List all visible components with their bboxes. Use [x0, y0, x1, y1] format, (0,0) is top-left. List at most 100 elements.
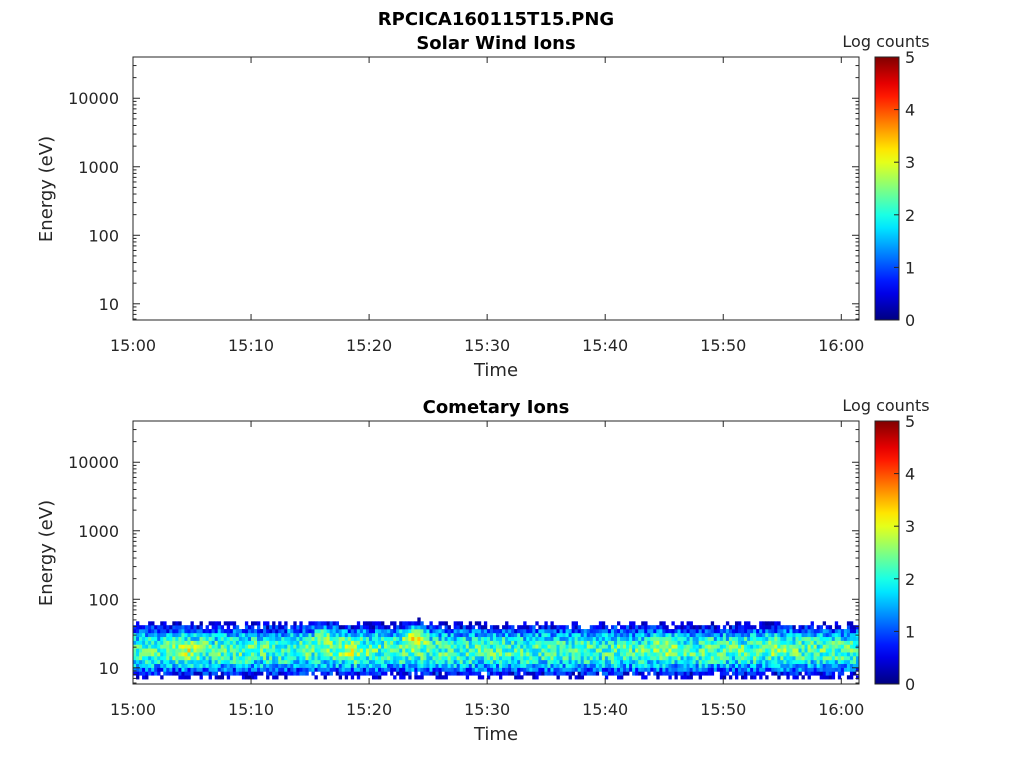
- heatmap-cell: [178, 663, 182, 668]
- heatmap-cell: [241, 644, 246, 649]
- heatmap-cell: [199, 648, 203, 653]
- heatmap-cell: [741, 671, 745, 676]
- heatmap-cell: [368, 667, 373, 672]
- heatmap-cell: [734, 656, 739, 661]
- heatmap-cell: [408, 636, 412, 641]
- heatmap-cell: [762, 659, 766, 665]
- heatmap-cell: [744, 629, 748, 634]
- heatmap-cell: [196, 640, 200, 645]
- heatmap-cell: [747, 621, 751, 626]
- heatmap-cell: [547, 640, 551, 645]
- heatmap-cell: [284, 652, 288, 657]
- heatmap-cell: [241, 656, 246, 661]
- heatmap-cell: [402, 629, 406, 634]
- heatmap-cell: [417, 656, 421, 661]
- heatmap-cell: [541, 648, 545, 653]
- heatmap-cell: [831, 675, 836, 680]
- heatmap-cell: [792, 663, 796, 668]
- heatmap-cell: [187, 659, 191, 665]
- heatmap-cell: [710, 621, 715, 626]
- heatmap-cell: [662, 625, 666, 630]
- heatmap-cell: [290, 629, 294, 634]
- heatmap-cell: [247, 640, 252, 645]
- heatmap-cell: [453, 636, 457, 641]
- heatmap-cell: [235, 667, 240, 672]
- heatmap-cell: [371, 632, 376, 638]
- heatmap-cell: [505, 652, 509, 657]
- heatmap-cell: [477, 667, 482, 672]
- heatmap-cell: [202, 652, 206, 657]
- heatmap-cell: [402, 636, 406, 641]
- heatmap-cell: [250, 648, 255, 653]
- heatmap-cell: [244, 625, 249, 630]
- heatmap-cell: [272, 644, 276, 649]
- heatmap-cell: [387, 636, 391, 641]
- heatmap-cell: [247, 652, 252, 657]
- heatmap-cell: [254, 644, 258, 649]
- heatmap-cell: [804, 667, 808, 672]
- heatmap-cell: [172, 640, 176, 645]
- heatmap-cell: [344, 671, 349, 676]
- heatmap-cell: [290, 659, 294, 665]
- heatmap-cell: [704, 629, 709, 634]
- heatmap-cell: [744, 675, 748, 680]
- heatmap-cell: [828, 656, 833, 661]
- heatmap-cell: [411, 629, 415, 634]
- heatmap-cell: [789, 656, 793, 661]
- heatmap-cell: [502, 629, 506, 634]
- heatmap-cell: [375, 625, 379, 630]
- heatmap-cell: [762, 629, 766, 634]
- heatmap-cell: [855, 667, 860, 672]
- heatmap-cell: [378, 667, 382, 672]
- heatmap-cell: [499, 648, 503, 653]
- heatmap-cell: [338, 644, 343, 649]
- heatmap-cell: [656, 629, 660, 634]
- heatmap-cell: [320, 644, 324, 649]
- heatmap-cell: [744, 663, 748, 668]
- heatmap-cell: [849, 640, 854, 645]
- heatmap-cell: [795, 675, 799, 680]
- heatmap-cell: [272, 629, 276, 634]
- heatmap-cell: [523, 629, 527, 634]
- heatmap-cell: [834, 659, 839, 665]
- heatmap-cell: [668, 663, 672, 668]
- heatmap-cell: [683, 632, 687, 638]
- heatmap-cell: [771, 621, 775, 626]
- heatmap-cell: [311, 663, 315, 668]
- heatmap-cell: [550, 648, 554, 653]
- heatmap-cell: [208, 629, 212, 634]
- plot-area: [132, 56, 860, 321]
- heatmap-cell: [435, 663, 439, 668]
- heatmap-cell: [559, 625, 563, 630]
- heatmap-cell: [278, 629, 282, 634]
- heatmap-cell: [226, 659, 231, 665]
- heatmap-cell: [393, 659, 397, 665]
- heatmap-cell: [837, 656, 842, 661]
- heatmap-cell: [371, 640, 376, 645]
- heatmap-cell: [713, 652, 718, 657]
- heatmap-cell: [444, 644, 448, 649]
- heatmap-cell: [780, 640, 784, 645]
- heatmap-cell: [701, 648, 706, 653]
- heatmap-cell: [508, 656, 512, 661]
- heatmap-cell: [680, 652, 684, 657]
- heatmap-cell: [813, 648, 817, 653]
- heatmap-cell: [199, 629, 203, 634]
- heatmap-cell: [338, 629, 343, 634]
- heatmap-cell: [136, 671, 140, 676]
- heatmap-cell: [399, 629, 403, 634]
- heatmap-cell: [359, 629, 364, 634]
- heatmap-cell: [338, 667, 343, 672]
- heatmap-cell: [480, 663, 485, 668]
- heatmap-cell: [589, 636, 594, 641]
- heatmap-cell: [577, 632, 581, 638]
- heatmap-cell: [722, 640, 727, 645]
- heatmap-cell: [375, 648, 379, 653]
- heatmap-cell: [441, 629, 445, 634]
- heatmap-cell: [819, 656, 823, 661]
- heatmap-cell: [344, 625, 349, 630]
- heatmap-cell: [199, 675, 203, 680]
- heatmap-cell: [780, 648, 784, 653]
- heatmap-cell: [538, 652, 542, 657]
- heatmap-cell: [529, 644, 533, 649]
